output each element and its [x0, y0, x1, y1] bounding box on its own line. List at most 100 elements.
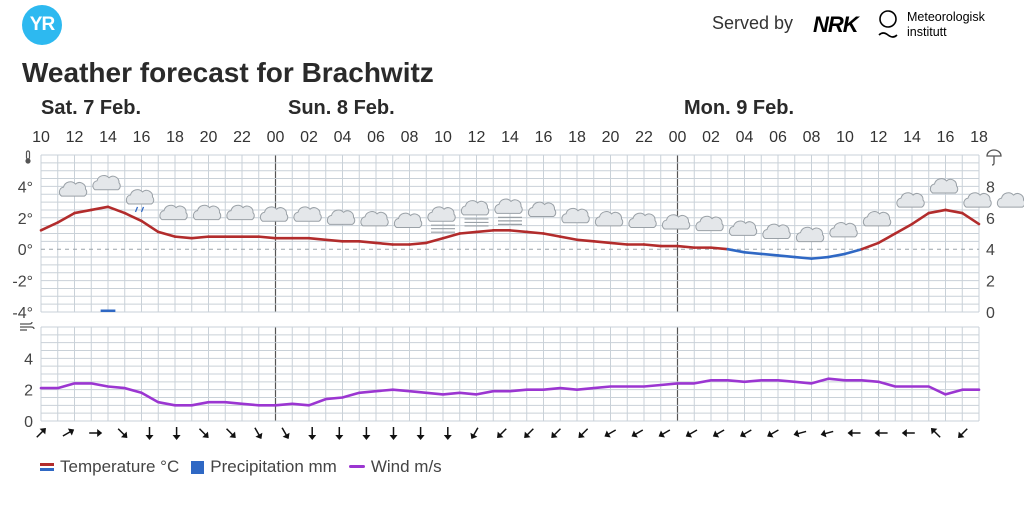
wind-arrow-head — [524, 431, 531, 438]
yr-logo[interactable]: YR — [22, 5, 62, 45]
legend-precipitation-swatch — [191, 460, 205, 474]
legend-temperature[interactable]: Temperature °C — [40, 457, 179, 477]
wind-arrow — [631, 429, 644, 438]
wind-arrow — [335, 427, 344, 440]
wind-arrow-head — [335, 435, 344, 440]
cloud-shape — [494, 198, 523, 214]
cloud-shape — [594, 211, 624, 227]
wind-arrow — [443, 427, 452, 440]
cloud-shape — [125, 189, 155, 205]
cloud-shape — [192, 204, 222, 221]
wind-arrow-head — [578, 431, 585, 438]
temp-segment — [408, 241, 428, 246]
wind-arrow — [685, 429, 698, 438]
legend-precipitation[interactable]: Precipitation mm — [191, 457, 337, 477]
cloud-shape — [460, 200, 490, 216]
hour-label: 18 — [970, 129, 988, 146]
cloud-icon — [996, 192, 1024, 208]
temp-segment — [960, 211, 981, 226]
cloud-shape — [728, 220, 758, 236]
temp-tick-label: 0° — [18, 242, 33, 259]
hour-label: 10 — [836, 129, 854, 146]
wind-arrow — [226, 428, 236, 438]
cloud-shape — [628, 212, 657, 228]
wind-arrow-head — [901, 429, 907, 437]
temp-segment — [357, 240, 378, 245]
hour-axis-labels: 10 12 14 16 18 20 22 00 02 04 06 08 10 12 14 16 18 20 22 00… — [32, 129, 988, 146]
wind-arrow-head — [793, 429, 800, 438]
fog-icon — [460, 200, 490, 227]
cloud-icon — [226, 204, 255, 221]
precip-bar — [100, 309, 116, 312]
hour-label: 06 — [367, 129, 385, 146]
hour-label: 08 — [401, 129, 419, 146]
wind-arrow — [308, 427, 317, 440]
temp-segment — [826, 252, 847, 259]
wind-arrow-head — [820, 429, 827, 438]
cloud-icon — [795, 226, 825, 243]
temp-segment — [893, 222, 914, 235]
hour-label: 14 — [99, 129, 117, 146]
cloud-shape — [829, 222, 858, 238]
wind-arrow-head — [145, 435, 154, 440]
wind-arrow — [793, 429, 807, 438]
hour-label: 08 — [803, 129, 821, 146]
wind-arrow-head — [658, 430, 665, 438]
wind-arrow-head — [416, 435, 425, 440]
cloud-shape — [661, 214, 691, 230]
cloud-icon — [661, 214, 691, 230]
nrk-logo[interactable]: NRK — [813, 12, 859, 37]
legend-temperature-label: Temperature °C — [60, 457, 180, 476]
temp-segment — [56, 211, 76, 224]
legend-wind[interactable]: Wind m/s — [348, 457, 442, 477]
wind-arrow-head — [767, 430, 774, 438]
temp-segment — [776, 254, 797, 259]
met-institute-logo-icon — [878, 10, 898, 38]
wind-arrow — [117, 428, 128, 438]
wind-arrow — [874, 429, 888, 437]
cloud-icon — [58, 181, 88, 197]
met-institute-name[interactable]: Meteorologisk institutt — [907, 10, 985, 40]
hour-label: 06 — [769, 129, 787, 146]
cloud-shape — [293, 206, 322, 222]
temp-segment — [140, 219, 160, 234]
cloud-icon — [92, 175, 121, 191]
precip-tick-label: 8 — [986, 179, 995, 196]
wind-tick-label: 2 — [24, 383, 33, 400]
temp-segment — [642, 243, 663, 248]
temp-segment — [759, 252, 780, 257]
wind-arrow-head — [172, 435, 181, 440]
wind-arrow — [901, 429, 915, 437]
wind-arrow-head — [712, 430, 720, 438]
cloud-shape — [963, 192, 992, 208]
cloud-icon — [393, 212, 423, 228]
cloud-shape — [427, 206, 456, 222]
temp-segment — [89, 205, 110, 212]
temp-segment — [542, 232, 562, 238]
temperature-line — [39, 205, 981, 260]
fog-icon — [494, 198, 523, 225]
temp-segment — [123, 211, 143, 223]
temp-segment — [424, 236, 445, 245]
cloud-shape — [527, 201, 557, 217]
wind-arrow-head — [685, 430, 693, 438]
hour-label: 02 — [300, 129, 318, 146]
temp-segment — [458, 230, 478, 235]
wind-arrow-head — [604, 430, 611, 438]
light-rain-cloud-icon — [125, 189, 155, 213]
wind-arrow-head — [362, 435, 371, 440]
cloud-shape — [226, 204, 255, 221]
wind-arrow-head — [930, 428, 938, 435]
hour-label: 10 — [32, 129, 50, 146]
wind-arrow-head — [470, 432, 478, 440]
met-name-line2: institutt — [907, 25, 947, 39]
wind-arrow — [36, 428, 46, 438]
wind-arrow — [416, 427, 425, 440]
axis-icons — [20, 149, 1002, 331]
wind-arrow-head — [202, 431, 209, 438]
precip-tick-label: 2 — [986, 274, 995, 291]
wind-arrow — [524, 428, 534, 438]
cloud-shape — [92, 175, 121, 191]
wind-direction-arrows — [36, 427, 968, 440]
temp-tick-label: -4° — [12, 305, 33, 322]
